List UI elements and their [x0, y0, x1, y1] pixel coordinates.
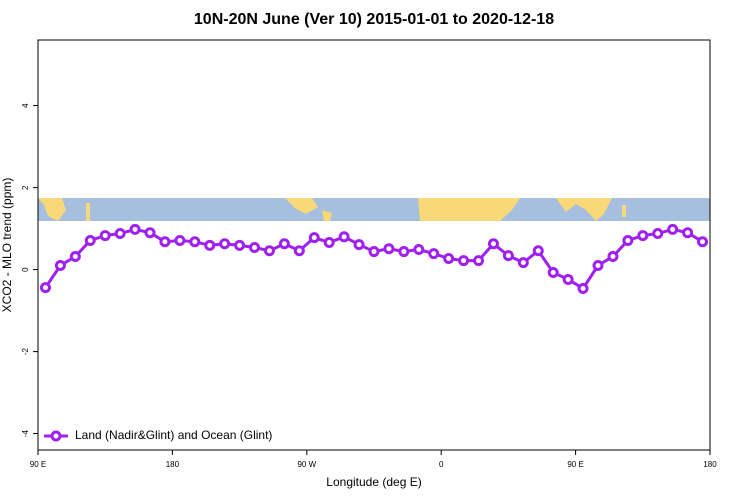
- point: [54, 260, 66, 271]
- x-tick-label: 180: [703, 460, 717, 469]
- point: [652, 228, 664, 240]
- point: [219, 238, 231, 250]
- point: [174, 234, 186, 246]
- x-tick-label: 90 W: [297, 460, 316, 469]
- point: [353, 239, 365, 251]
- point: [249, 241, 261, 253]
- point: [263, 245, 275, 257]
- x-tick-label: 90 E: [567, 460, 583, 469]
- series-line: [44, 227, 704, 291]
- point: [443, 253, 455, 265]
- point: [577, 282, 589, 294]
- map-strip: [38, 198, 710, 221]
- point: [458, 255, 470, 267]
- point: [562, 273, 574, 285]
- point: [323, 237, 335, 249]
- point: [682, 227, 694, 239]
- point: [338, 231, 350, 243]
- x-tick-label: 90 E: [30, 460, 46, 469]
- point: [428, 248, 440, 260]
- point: [114, 228, 126, 240]
- x-axis-label: Longitude (deg E): [326, 475, 421, 489]
- point: [502, 250, 514, 262]
- point: [637, 230, 649, 242]
- x-tick-label: 0: [439, 460, 444, 469]
- point: [547, 266, 559, 278]
- point: [308, 232, 320, 244]
- point: [517, 257, 529, 269]
- point: [159, 236, 171, 248]
- point: [622, 234, 634, 246]
- point: [39, 282, 51, 294]
- point: [278, 238, 290, 250]
- y-tick-label: -4: [21, 429, 30, 437]
- y-tick-label: 2: [21, 185, 30, 190]
- point: [84, 234, 96, 246]
- point: [234, 239, 246, 251]
- y-tick-label: 0: [21, 267, 30, 272]
- point: [129, 223, 141, 235]
- y-tick-label: 4: [21, 103, 30, 108]
- point: [398, 246, 410, 258]
- point: [69, 250, 81, 262]
- point: [144, 227, 156, 239]
- point: [532, 245, 544, 257]
- point: [473, 255, 485, 267]
- point: [99, 230, 111, 242]
- y-tick-label: -2: [21, 347, 30, 355]
- point: [487, 238, 499, 250]
- legend-marker: [50, 430, 62, 442]
- point: [607, 250, 619, 262]
- point: [189, 236, 201, 248]
- point: [368, 246, 380, 258]
- plot-frame: [37, 39, 711, 451]
- point: [293, 245, 305, 257]
- point: [413, 244, 425, 256]
- point: [592, 260, 604, 271]
- point: [204, 239, 216, 251]
- point: [667, 223, 679, 235]
- y-axis-label: XCO2 - MLO trend (ppm): [0, 178, 14, 313]
- point: [383, 243, 395, 255]
- point: [697, 236, 709, 248]
- legend-label: Land (Nadir&Glint) and Ocean (Glint): [75, 428, 272, 442]
- x-tick-label: 180: [166, 460, 180, 469]
- chart-title: 10N-20N June (Ver 10) 2015-01-01 to 2020…: [194, 11, 554, 28]
